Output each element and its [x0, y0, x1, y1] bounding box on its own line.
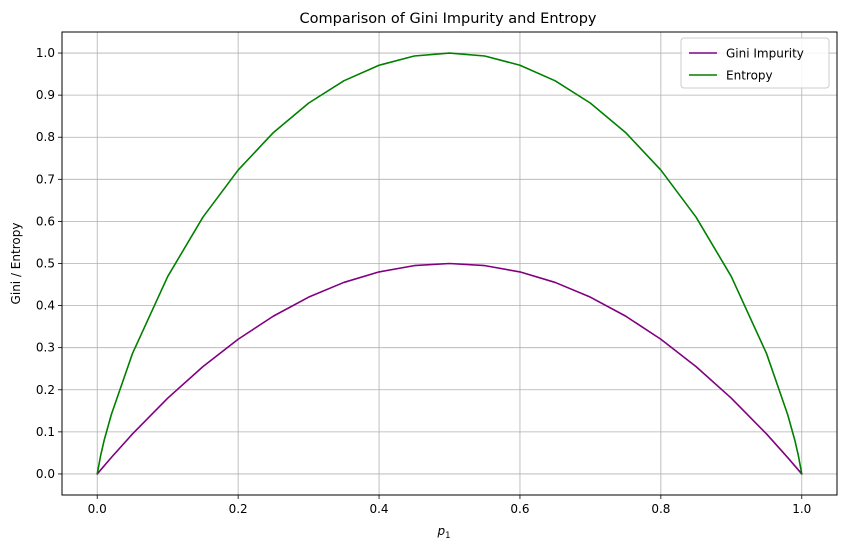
ticks: 0.0 0.2 0.4 0.6 0.8 1.0 0.0 0.1 0.2 0.3 0.4 0.5 0.6 0…: [36, 46, 811, 516]
series-line-entropy: [96, 52, 803, 475]
x-tick-label: 0.8: [651, 502, 670, 516]
y-tick-label: 0.5: [36, 257, 55, 271]
x-tick-label: 1.0: [792, 502, 811, 516]
legend-label: Gini Impurity: [726, 47, 804, 61]
legend: Gini Impurity Entropy: [680, 37, 830, 89]
x-tick-label: 0.6: [510, 502, 529, 516]
series-layer: [96, 52, 803, 475]
y-tick-label: 0.9: [36, 88, 55, 102]
y-tick-label: 0.4: [36, 299, 55, 313]
series-line-gini-impurity: [96, 262, 803, 475]
legend-label: Entropy: [726, 69, 773, 83]
y-tick-label: 0.8: [36, 130, 55, 144]
y-tick-label: 0.1: [36, 425, 55, 439]
x-axis-label: p1: [436, 524, 450, 541]
x-axis-label-subscript: 1: [445, 531, 450, 541]
x-tick-label: 0.2: [229, 502, 248, 516]
svg-text:p1: p1: [436, 524, 450, 541]
legend-box: [680, 37, 830, 89]
x-tick-label: 0.4: [369, 502, 388, 516]
y-tick-label: 0.3: [36, 341, 55, 355]
y-tick-label: 1.0: [36, 46, 55, 60]
y-tick-label: 0.6: [36, 214, 55, 228]
y-tick-label: 0.7: [36, 172, 55, 186]
y-tick-label: 0.0: [36, 467, 55, 481]
x-tick-label: 0.0: [88, 502, 107, 516]
y-axis-label: Gini / Entropy: [9, 223, 23, 305]
chart-title: Comparison of Gini Impurity and Entropy: [300, 11, 597, 27]
x-axis-label-main: p: [436, 524, 445, 538]
y-tick-label: 0.2: [36, 383, 55, 397]
